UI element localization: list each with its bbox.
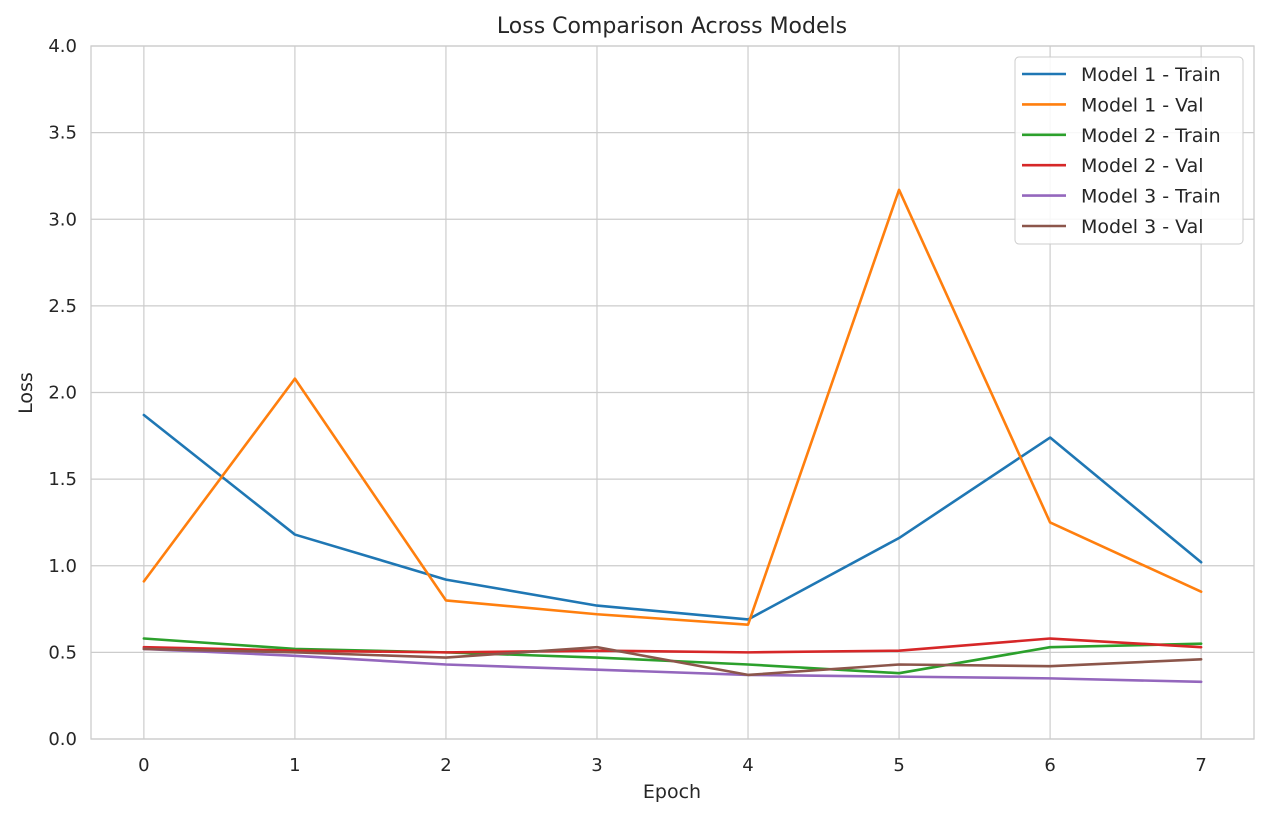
- y-tick-label: 1.5: [48, 469, 77, 490]
- y-tick-label: 2.5: [48, 296, 77, 317]
- series-line-model-3-val: [142, 645, 1203, 677]
- y-tick-label: 0.5: [48, 642, 77, 663]
- x-tick-label: 3: [591, 755, 602, 776]
- tick-labels: 0 1 2 3 4 5 6 7 0.0 0.5 1.0 1.5 2.0 2.5 3.0 3.5 4.0: [48, 36, 1207, 776]
- series-line-model-2-val: [142, 637, 1203, 654]
- y-tick-label: 2.0: [48, 383, 77, 404]
- x-tick-label: 6: [1044, 755, 1055, 776]
- y-tick-label: 1.0: [48, 556, 77, 577]
- x-tick-label: 4: [742, 755, 753, 776]
- x-tick-label: 1: [289, 755, 300, 776]
- y-tick-label: 4.0: [48, 36, 77, 57]
- series-line-model-1-train: [142, 413, 1203, 621]
- series-line-model-1-val: [142, 188, 1203, 626]
- x-tick-label: 5: [893, 755, 904, 776]
- legend-label: Model 3 - Val: [1081, 216, 1204, 238]
- y-tick-label: 3.5: [48, 123, 77, 144]
- legend-label: Model 1 - Train: [1081, 64, 1221, 86]
- x-axis-label: Epoch: [643, 781, 701, 803]
- legend-label: Model 2 - Val: [1081, 155, 1204, 177]
- plot-area-frame: [90, 45, 1255, 740]
- y-tick-label: 3.0: [48, 209, 77, 230]
- y-tick-label: 0.0: [48, 729, 77, 750]
- x-tick-label: 7: [1195, 755, 1206, 776]
- legend-label: Model 1 - Val: [1081, 94, 1204, 116]
- series-line-model-3-train: [142, 647, 1203, 684]
- x-tick-label: 0: [138, 755, 149, 776]
- legend: Model 1 - Train Model 1 - Val Model 2 - Tr…: [1014, 56, 1244, 245]
- legend-label: Model 2 - Train: [1081, 125, 1221, 147]
- chart-title: Loss Comparison Across Models: [497, 14, 847, 39]
- legend-box: [1014, 56, 1244, 245]
- legend-label: Model 3 - Train: [1081, 186, 1221, 208]
- x-tick-label: 2: [440, 755, 451, 776]
- series-lines: [142, 188, 1203, 684]
- y-axis-label: Loss: [15, 372, 37, 414]
